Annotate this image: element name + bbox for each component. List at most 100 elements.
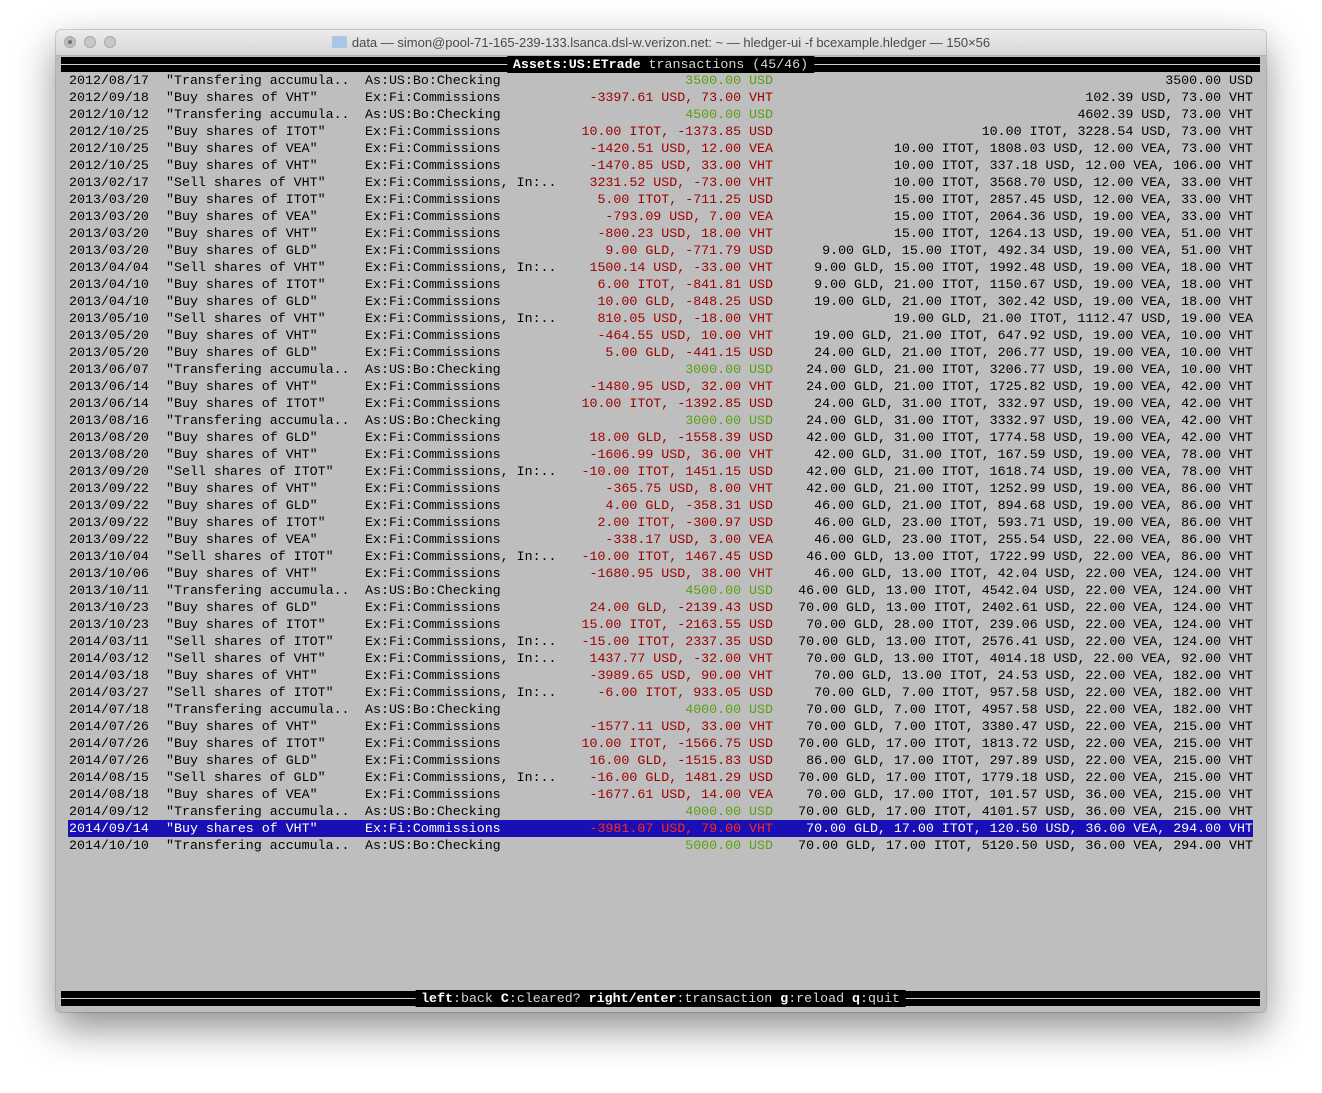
row-description: "Sell shares of VHT" <box>166 175 326 190</box>
table-row[interactable]: 2013/02/17 "Sell shares of VHT" Ex:Fi:Comm… <box>61 174 1260 191</box>
table-row[interactable]: 2013/08/20 "Buy shares of VHT" Ex:Fi:Commi… <box>61 446 1260 463</box>
table-row[interactable]: 2013/04/10 "Buy shares of ITOT" Ex:Fi:Comm… <box>61 276 1260 293</box>
row-amount: 810.05 USD, -18.00 VHT <box>597 311 773 326</box>
row-amount: 5.00 GLD, -441.15 USD <box>605 345 773 360</box>
table-row[interactable]: 2012/09/18 "Buy shares of VHT" Ex:Fi:Commi… <box>61 89 1260 106</box>
row-description: "Buy shares of GLD" <box>166 430 318 445</box>
table-row[interactable]: 2013/04/04 "Sell shares of VHT" Ex:Fi:Comm… <box>61 259 1260 276</box>
row-date: 2013/04/10 <box>69 294 149 309</box>
row-description: "Transfering accumula.. <box>166 804 350 819</box>
table-row[interactable]: 2013/09/22 "Buy shares of GLD" Ex:Fi:Commi… <box>61 497 1260 514</box>
row-date: 2014/03/27 <box>69 685 149 700</box>
table-row[interactable]: 2014/07/26 "Buy shares of ITOT" Ex:Fi:Comm… <box>61 735 1260 752</box>
row-description: "Buy shares of ITOT" <box>166 277 326 292</box>
table-row[interactable]: 2012/10/12 "Transfering accumula.. As:US:B… <box>61 106 1260 123</box>
terminal-window: data — simon@pool-71-165-239-133.lsanca.… <box>56 30 1266 1012</box>
row-account: Ex:Fi:Commissions <box>365 498 501 513</box>
row-date: 2014/08/18 <box>69 787 149 802</box>
row-balance: 3500.00 USD <box>1165 73 1253 88</box>
row-account: As:US:Bo:Checking <box>365 413 501 428</box>
row-balance: 10.00 ITOT, 1808.03 USD, 12.00 VEA, 73.0… <box>893 141 1253 156</box>
key-left: left <box>421 991 453 1006</box>
table-row[interactable]: 2012/10/25 "Buy shares of VHT" Ex:Fi:Commi… <box>61 157 1260 174</box>
close-button[interactable] <box>64 36 76 48</box>
row-account: Ex:Fi:Commissions <box>365 566 501 581</box>
table-row[interactable]: 2013/03/20 "Buy shares of VEA" Ex:Fi:Commi… <box>61 208 1260 225</box>
table-row[interactable]: 2014/07/26 "Buy shares of VHT" Ex:Fi:Commi… <box>61 718 1260 735</box>
row-date: 2012/10/25 <box>69 158 149 173</box>
row-balance: 46.00 GLD, 13.00 ITOT, 1722.99 USD, 22.0… <box>806 549 1253 564</box>
table-row[interactable]: 2014/08/18 "Buy shares of VEA" Ex:Fi:Commi… <box>61 786 1260 803</box>
row-description: "Buy shares of VHT" <box>166 566 318 581</box>
table-row[interactable]: 2013/09/20 "Sell shares of ITOT" Ex:Fi:Com… <box>61 463 1260 480</box>
table-row[interactable]: 2014/08/15 "Sell shares of GLD" Ex:Fi:Comm… <box>61 769 1260 786</box>
transaction-list[interactable]: 2012/08/17 "Transfering accumula.. As:US:B… <box>61 72 1260 854</box>
key-q: q <box>852 991 861 1006</box>
table-row[interactable]: 2012/10/25 "Buy shares of VEA" Ex:Fi:Commi… <box>61 140 1260 157</box>
table-row[interactable]: 2013/03/20 "Buy shares of GLD" Ex:Fi:Commi… <box>61 242 1260 259</box>
table-row[interactable]: 2013/06/14 "Buy shares of VHT" Ex:Fi:Commi… <box>61 378 1260 395</box>
table-row[interactable]: 2013/08/16 "Transfering accumula.. As:US:B… <box>61 412 1260 429</box>
row-description: "Buy shares of GLD" <box>166 600 318 615</box>
table-row[interactable]: 2013/09/22 "Buy shares of ITOT" Ex:Fi:Comm… <box>61 514 1260 531</box>
row-account: Ex:Fi:Commissions, In:.. <box>365 651 557 666</box>
row-amount: 6.00 ITOT, -841.81 USD <box>597 277 773 292</box>
table-row[interactable]: 2013/06/07 "Transfering accumula.. As:US:B… <box>61 361 1260 378</box>
minimize-button[interactable] <box>84 36 96 48</box>
table-row[interactable]: 2013/06/14 "Buy shares of ITOT" Ex:Fi:Comm… <box>61 395 1260 412</box>
table-row[interactable]: 2014/07/26 "Buy shares of GLD" Ex:Fi:Commi… <box>61 752 1260 769</box>
table-row[interactable]: 2013/05/20 "Buy shares of GLD" Ex:Fi:Commi… <box>61 344 1260 361</box>
row-balance: 9.00 GLD, 15.00 ITOT, 492.34 USD, 19.00 … <box>822 243 1253 258</box>
row-description: "Buy shares of GLD" <box>166 243 318 258</box>
table-row-selected[interactable]: 2014/09/14 "Buy shares of VHT" Ex:Fi:Commi… <box>68 820 1253 837</box>
row-balance: 70.00 GLD, 17.00 ITOT, 101.57 USD, 36.00… <box>806 787 1253 802</box>
row-date: 2014/07/26 <box>69 753 149 768</box>
table-row[interactable]: 2013/10/23 "Buy shares of ITOT" Ex:Fi:Comm… <box>61 616 1260 633</box>
table-row[interactable]: 2013/10/06 "Buy shares of VHT" Ex:Fi:Commi… <box>61 565 1260 582</box>
row-description: "Buy shares of VEA" <box>166 787 318 802</box>
table-row[interactable]: 2013/09/22 "Buy shares of VHT" Ex:Fi:Commi… <box>61 480 1260 497</box>
row-amount: -1677.61 USD, 14.00 VEA <box>589 787 773 802</box>
table-row[interactable]: 2013/04/10 "Buy shares of GLD" Ex:Fi:Commi… <box>61 293 1260 310</box>
row-account: Ex:Fi:Commissions <box>365 243 501 258</box>
table-row[interactable]: 2014/09/12 "Transfering accumula.. As:US:B… <box>61 803 1260 820</box>
row-amount: 5.00 ITOT, -711.25 USD <box>597 192 773 207</box>
row-date: 2013/09/22 <box>69 532 149 547</box>
table-row[interactable]: 2012/08/17 "Transfering accumula.. As:US:B… <box>61 72 1260 89</box>
row-balance: 70.00 GLD, 7.00 ITOT, 4957.58 USD, 22.00… <box>806 702 1253 717</box>
table-row[interactable]: 2013/05/20 "Buy shares of VHT" Ex:Fi:Commi… <box>61 327 1260 344</box>
table-row[interactable]: 2013/05/10 "Sell shares of VHT" Ex:Fi:Comm… <box>61 310 1260 327</box>
table-row[interactable]: 2012/10/25 "Buy shares of ITOT" Ex:Fi:Comm… <box>61 123 1260 140</box>
row-account: Ex:Fi:Commissions <box>365 600 501 615</box>
header-account: Assets:US:ETrade <box>512 57 641 72</box>
row-amount: -10.00 ITOT, 1451.15 USD <box>581 464 773 479</box>
table-row[interactable]: 2013/03/20 "Buy shares of ITOT" Ex:Fi:Comm… <box>61 191 1260 208</box>
row-balance: 70.00 GLD, 17.00 ITOT, 4101.57 USD, 36.0… <box>798 804 1253 819</box>
row-amount: 15.00 ITOT, -2163.55 USD <box>581 617 773 632</box>
row-date: 2014/03/11 <box>69 634 149 649</box>
table-row[interactable]: 2013/10/11 "Transfering accumula.. As:US:B… <box>61 582 1260 599</box>
table-row[interactable]: 2013/10/04 "Sell shares of ITOT" Ex:Fi:Com… <box>61 548 1260 565</box>
table-row[interactable]: 2014/10/10 "Transfering accumula.. As:US:B… <box>61 837 1260 854</box>
table-row[interactable]: 2013/03/20 "Buy shares of VHT" Ex:Fi:Commi… <box>61 225 1260 242</box>
table-row[interactable]: 2014/07/18 "Transfering accumula.. As:US:B… <box>61 701 1260 718</box>
table-row[interactable]: 2014/03/12 "Sell shares of VHT" Ex:Fi:Comm… <box>61 650 1260 667</box>
row-date: 2013/05/20 <box>69 328 149 343</box>
terminal[interactable]: Assets:US:ETrade transactions (45/46) 20… <box>61 56 1260 1010</box>
row-date: 2013/09/22 <box>69 481 149 496</box>
table-row[interactable]: 2014/03/27 "Sell shares of ITOT" Ex:Fi:Com… <box>61 684 1260 701</box>
row-amount: -16.00 GLD, 1481.29 USD <box>589 770 773 785</box>
row-date: 2014/07/18 <box>69 702 149 717</box>
table-row[interactable]: 2013/09/22 "Buy shares of VEA" Ex:Fi:Commi… <box>61 531 1260 548</box>
row-balance: 46.00 GLD, 23.00 ITOT, 593.71 USD, 19.00… <box>814 515 1253 530</box>
table-row[interactable]: 2013/10/23 "Buy shares of GLD" Ex:Fi:Commi… <box>61 599 1260 616</box>
row-date: 2013/03/20 <box>69 243 149 258</box>
row-amount: 3231.52 USD, -73.00 VHT <box>589 175 773 190</box>
row-account: Ex:Fi:Commissions, In:.. <box>365 685 557 700</box>
table-row[interactable]: 2013/08/20 "Buy shares of GLD" Ex:Fi:Commi… <box>61 429 1260 446</box>
row-account: As:US:Bo:Checking <box>365 73 501 88</box>
table-row[interactable]: 2014/03/18 "Buy shares of VHT" Ex:Fi:Commi… <box>61 667 1260 684</box>
row-account: As:US:Bo:Checking <box>365 583 501 598</box>
table-row[interactable]: 2014/03/11 "Sell shares of ITOT" Ex:Fi:Com… <box>61 633 1260 650</box>
zoom-button[interactable] <box>104 36 116 48</box>
